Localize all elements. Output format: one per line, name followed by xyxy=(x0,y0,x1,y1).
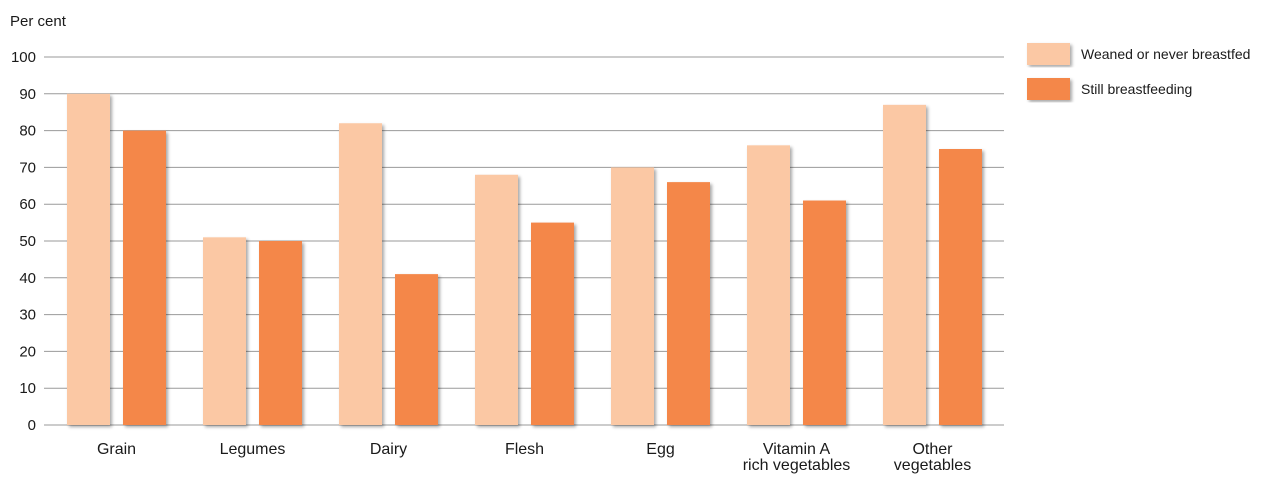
legend-swatch-0 xyxy=(1027,43,1070,65)
y-tick-label-30: 30 xyxy=(19,307,36,324)
x-tick-label-0: Grain xyxy=(97,441,136,458)
bar-0-1 xyxy=(203,237,246,425)
legend-label-1: Still breastfeeding xyxy=(1081,81,1192,97)
x-tick-label-1: Legumes xyxy=(220,441,286,458)
y-tick-label-90: 90 xyxy=(19,86,36,103)
bar-1-5 xyxy=(803,200,846,425)
y-tick-label-40: 40 xyxy=(19,270,36,287)
y-tick-label-80: 80 xyxy=(19,123,36,140)
y-tick-label-50: 50 xyxy=(19,233,36,250)
bar-0-6 xyxy=(883,104,926,425)
bar-0-5 xyxy=(747,145,790,425)
bars xyxy=(67,93,982,426)
x-tick-label-6: Other vegetables xyxy=(894,441,971,474)
bar-1-4 xyxy=(667,182,710,425)
bar-0-3 xyxy=(475,174,518,425)
y-axis-ticks: 0 10 20 30 40 50 60 70 80 90 100 xyxy=(11,49,36,434)
bar-0-4 xyxy=(611,167,654,425)
legend-swatch-1 xyxy=(1027,78,1070,100)
bar-1-6 xyxy=(939,149,982,425)
bar-1-2 xyxy=(395,274,438,425)
legend: Weaned or never breastfed Still breastfee… xyxy=(1027,43,1250,100)
bar-0-0 xyxy=(67,93,110,426)
gridlines xyxy=(44,56,1004,426)
bar-1-1 xyxy=(259,241,302,425)
y-axis-title: Per cent xyxy=(10,13,67,30)
legend-label-0: Weaned or never breastfed xyxy=(1081,46,1250,62)
bar-1-0 xyxy=(123,130,166,425)
x-tick-label-4: Egg xyxy=(646,441,674,458)
bar-0-2 xyxy=(339,123,382,426)
x-tick-label-3: Flesh xyxy=(505,441,544,458)
bar-1-3 xyxy=(531,222,574,425)
y-tick-label-20: 20 xyxy=(19,343,36,360)
x-tick-label-2: Dairy xyxy=(370,441,407,458)
y-tick-label-100: 100 xyxy=(11,49,36,66)
y-tick-label-10: 10 xyxy=(19,380,36,397)
y-tick-label-70: 70 xyxy=(19,159,36,176)
y-tick-label-60: 60 xyxy=(19,196,36,213)
y-tick-label-0: 0 xyxy=(28,417,36,434)
